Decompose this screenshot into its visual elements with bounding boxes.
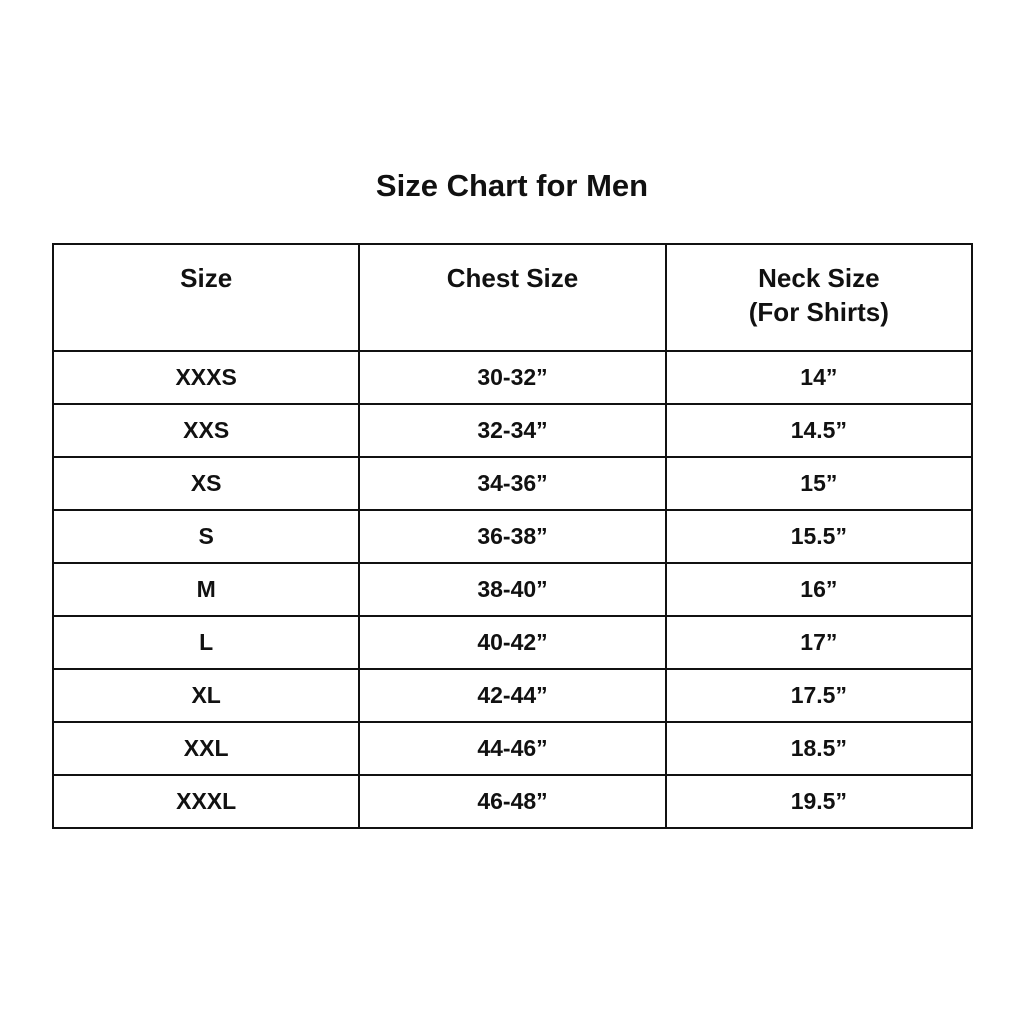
- cell-size: M: [51, 562, 361, 617]
- cell-chest: 40-42”: [358, 615, 667, 670]
- header-neck: Neck Size (For Shirts): [664, 243, 974, 352]
- cell-chest: 46-48”: [358, 774, 667, 829]
- cell-neck: 17.5”: [664, 668, 974, 723]
- cell-neck: 14.5”: [664, 403, 974, 458]
- header-chest: Chest Size: [358, 243, 667, 352]
- table-row: XS 34-36” 15”: [51, 456, 974, 511]
- cell-neck: 14”: [664, 350, 974, 405]
- cell-neck: 15.5”: [664, 509, 974, 564]
- cell-size: XXL: [51, 721, 361, 776]
- cell-chest: 36-38”: [358, 509, 667, 564]
- cell-chest: 32-34”: [358, 403, 667, 458]
- cell-chest: 42-44”: [358, 668, 667, 723]
- cell-neck: 19.5”: [664, 774, 974, 829]
- table-row: XXXL 46-48” 19.5”: [51, 774, 974, 829]
- cell-size: XXXL: [51, 774, 361, 829]
- cell-neck: 17”: [664, 615, 974, 670]
- cell-size: XXXS: [51, 350, 361, 405]
- cell-neck: 16”: [664, 562, 974, 617]
- header-neck-sub: (For Shirts): [748, 297, 889, 327]
- table-row: S 36-38” 15.5”: [51, 509, 974, 564]
- header-row: Size Chest Size Neck Size (For Shirts): [51, 243, 974, 352]
- cell-size: L: [51, 615, 361, 670]
- page-title: Size Chart for Men: [375, 168, 649, 203]
- cell-size: XL: [51, 668, 361, 723]
- size-table: Size Chest Size Neck Size (For Shirts) X…: [51, 243, 974, 829]
- cell-chest: 34-36”: [358, 456, 667, 511]
- table-row: XXL 44-46” 18.5”: [51, 721, 974, 776]
- cell-size: XS: [51, 456, 361, 511]
- table-row: M 38-40” 16”: [51, 562, 974, 617]
- cell-size: S: [51, 509, 361, 564]
- cell-neck: 15”: [664, 456, 974, 511]
- cell-chest: 38-40”: [358, 562, 667, 617]
- cell-chest: 44-46”: [358, 721, 667, 776]
- table-row: XXS 32-34” 14.5”: [51, 403, 974, 458]
- header-neck-label: Neck Size: [758, 263, 880, 293]
- cell-neck: 18.5”: [664, 721, 974, 776]
- cell-chest: 30-32”: [358, 350, 667, 405]
- table-row: XXXS 30-32” 14”: [51, 350, 974, 405]
- table-row: L 40-42” 17”: [51, 615, 974, 670]
- cell-size: XXS: [51, 403, 361, 458]
- table-row: XL 42-44” 17.5”: [51, 668, 974, 723]
- header-size: Size: [51, 243, 361, 352]
